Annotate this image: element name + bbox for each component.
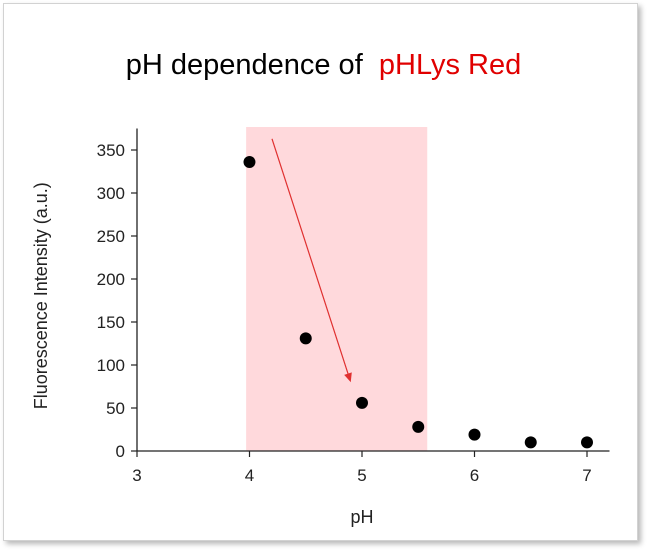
chart-title-accent: pHLys Red bbox=[378, 49, 522, 81]
chart-title-main: pH dependence of bbox=[125, 49, 379, 81]
y-tick-label: 50 bbox=[106, 399, 125, 418]
x-tick-label: 5 bbox=[357, 466, 366, 485]
highlight-region bbox=[246, 127, 428, 451]
x-tick-label: 7 bbox=[582, 466, 591, 485]
y-tick-label: 0 bbox=[116, 442, 125, 461]
y-tick-label: 300 bbox=[97, 184, 125, 203]
data-point bbox=[468, 428, 481, 441]
trend-arrow bbox=[271, 138, 350, 376]
y-tick-label: 100 bbox=[97, 356, 125, 375]
data-point bbox=[356, 396, 368, 409]
data-point bbox=[243, 156, 256, 169]
data-point bbox=[299, 332, 312, 345]
data-point bbox=[581, 436, 593, 449]
x-tick-label: 6 bbox=[470, 466, 479, 485]
ticks: 0 50 100 150 200 250 300 350 3 4 5 6 7 bbox=[97, 141, 592, 485]
data-point bbox=[524, 436, 537, 449]
x-tick-label: 3 bbox=[132, 466, 141, 485]
axes bbox=[136, 128, 610, 452]
y-tick-label: 200 bbox=[97, 270, 125, 289]
x-axis-title: pH bbox=[350, 507, 373, 527]
y-tick-label: 350 bbox=[97, 141, 125, 160]
chart-title: pH dependence of pHLys Red bbox=[0, 49, 647, 82]
data-point bbox=[412, 420, 425, 433]
y-axis-title: Fluorescence Intensity (a.u.) bbox=[31, 182, 51, 409]
trend-arrow-head bbox=[344, 372, 352, 383]
y-tick-label: 250 bbox=[97, 227, 125, 246]
x-tick-label: 4 bbox=[245, 466, 254, 485]
data-points bbox=[243, 156, 593, 449]
y-tick-label: 150 bbox=[97, 313, 125, 332]
